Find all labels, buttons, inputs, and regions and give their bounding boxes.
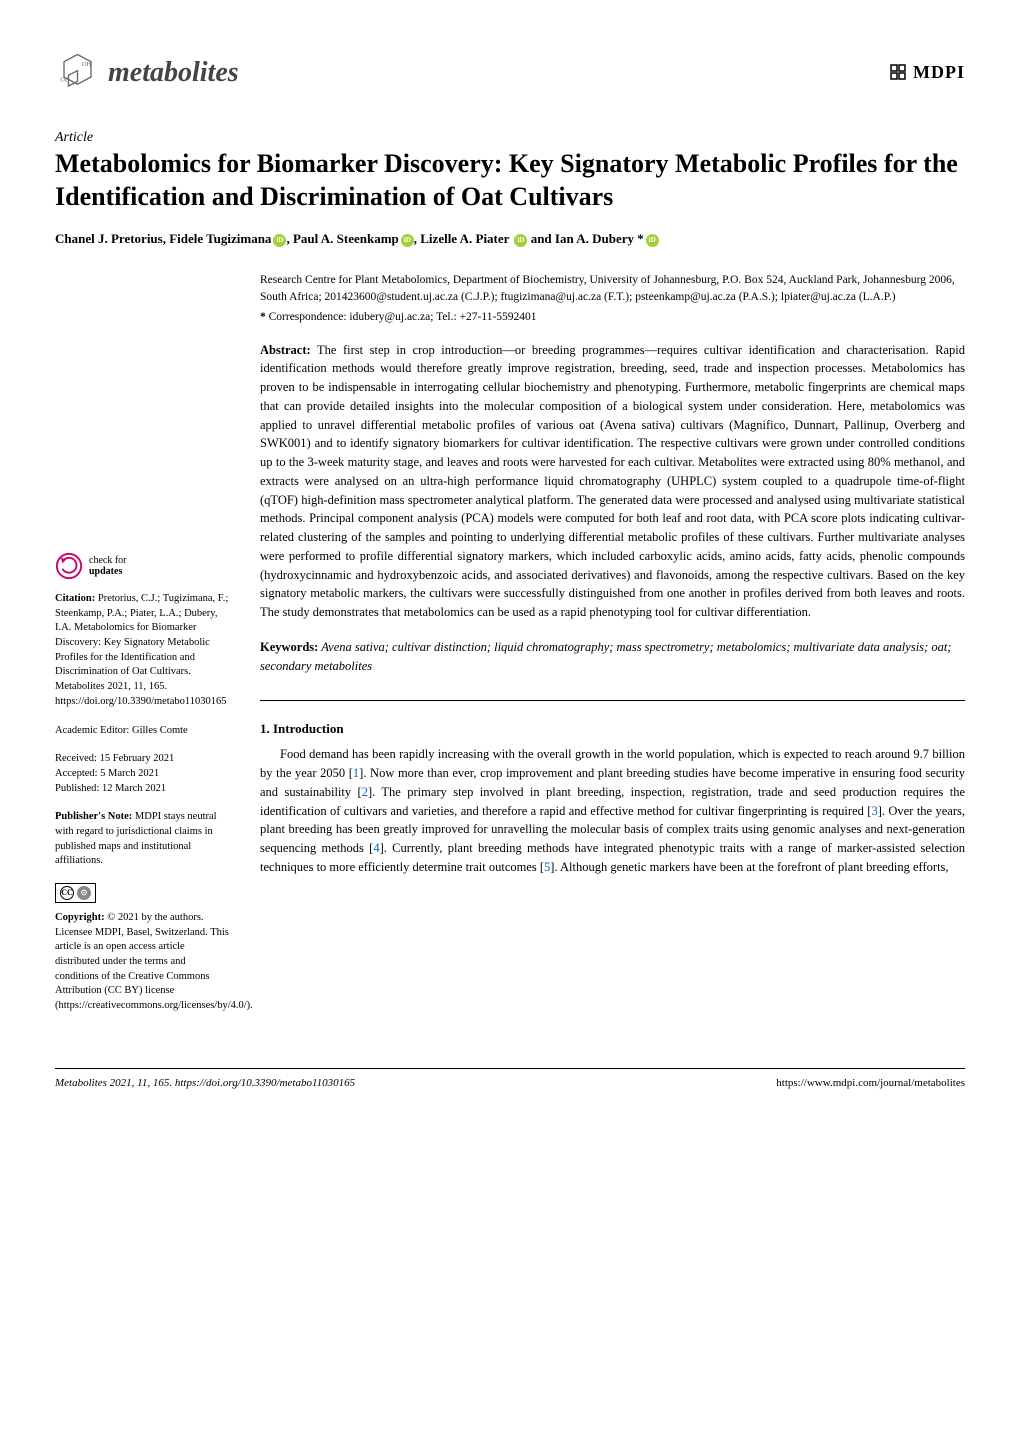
orcid-icon bbox=[401, 234, 414, 247]
dates-block: Received: 15 February 2021 Accepted: 5 M… bbox=[55, 752, 230, 796]
page-footer: Metabolites 2021, 11, 165. https://doi.o… bbox=[55, 1068, 965, 1089]
accepted-date: Accepted: 5 March 2021 bbox=[55, 767, 230, 782]
svg-text:OH: OH bbox=[60, 77, 70, 84]
copyright-text: © 2021 by the authors. Licensee MDPI, Ba… bbox=[55, 912, 253, 1011]
page-header: OH OH metabolites MDPI bbox=[55, 50, 965, 95]
author-5: and Ian A. Dubery * bbox=[527, 231, 643, 246]
correspondence-asterisk: * bbox=[260, 311, 266, 323]
received-date: Received: 15 February 2021 bbox=[55, 752, 230, 767]
authors-line: Chanel J. Pretorius, Fidele Tugizimana , … bbox=[55, 231, 965, 247]
sidebar: check for updates Citation: Pretorius, C… bbox=[55, 272, 230, 1028]
publishers-note-block: Publisher's Note: MDPI stays neutral wit… bbox=[55, 810, 230, 869]
correspondence-text: Correspondence: idubery@uj.ac.za; Tel.: … bbox=[269, 311, 537, 323]
orcid-icon bbox=[646, 234, 659, 247]
copyright-block: Copyright: © 2021 by the authors. Licens… bbox=[55, 911, 230, 1014]
check-updates-badge[interactable]: check for updates bbox=[55, 552, 230, 580]
article-type: Article bbox=[55, 130, 965, 146]
footer-right[interactable]: https://www.mdpi.com/journal/metabolites bbox=[776, 1077, 965, 1089]
citation-label: Citation: bbox=[55, 593, 95, 604]
section-1-heading: 1. Introduction bbox=[260, 721, 965, 737]
author-1-2: Chanel J. Pretorius, Fidele Tugizimana bbox=[55, 231, 271, 246]
mdpi-icon bbox=[889, 63, 909, 83]
journal-logo: OH OH metabolites bbox=[55, 50, 239, 95]
abstract-label: Abstract: bbox=[260, 343, 311, 357]
orcid-icon bbox=[273, 234, 286, 247]
intro-paragraph: Food demand has been rapidly increasing … bbox=[260, 745, 965, 876]
check-updates-icon bbox=[55, 552, 83, 580]
copyright-label: Copyright: bbox=[55, 912, 105, 923]
keywords-block: Keywords: Avena sativa; cultivar distinc… bbox=[260, 638, 965, 676]
editor-label: Academic Editor: bbox=[55, 725, 129, 736]
keywords-label: Keywords: bbox=[260, 640, 318, 654]
molecule-icon: OH OH bbox=[55, 50, 100, 95]
footer-left: Metabolites 2021, 11, 165. https://doi.o… bbox=[55, 1077, 355, 1089]
mdpi-logo: MDPI bbox=[889, 62, 965, 83]
main-content: Research Centre for Plant Metabolomics, … bbox=[260, 272, 965, 1028]
cc-icon: CC bbox=[60, 886, 74, 900]
article-title: Metabolomics for Biomarker Discovery: Ke… bbox=[55, 148, 965, 213]
citation-block: Citation: Pretorius, C.J.; Tugizimana, F… bbox=[55, 592, 230, 710]
correspondence: * Correspondence: idubery@uj.ac.za; Tel.… bbox=[260, 311, 965, 323]
cc-license-badge: CC ⊙ bbox=[55, 883, 230, 903]
editor-name: Gilles Comte bbox=[129, 725, 187, 736]
abstract-block: Abstract: The first step in crop introdu… bbox=[260, 341, 965, 622]
svg-text:OH: OH bbox=[82, 61, 92, 68]
keywords-text: Avena sativa; cultivar distinction; liqu… bbox=[260, 640, 951, 673]
mdpi-text: MDPI bbox=[913, 62, 965, 83]
orcid-icon bbox=[514, 234, 527, 247]
author-4: , Lizelle A. Piater bbox=[414, 231, 509, 246]
citation-text: Pretorius, C.J.; Tugizimana, F.; Steenka… bbox=[55, 593, 228, 707]
affiliation: Research Centre for Plant Metabolomics, … bbox=[260, 272, 965, 307]
journal-name: metabolites bbox=[108, 57, 239, 89]
two-column-layout: check for updates Citation: Pretorius, C… bbox=[55, 272, 965, 1028]
abstract-text: The first step in crop introduction—or b… bbox=[260, 343, 965, 620]
section-divider bbox=[260, 700, 965, 701]
publishers-note-label: Publisher's Note: bbox=[55, 811, 132, 822]
editor-row: Academic Editor: Gilles Comte bbox=[55, 724, 230, 739]
check-updates-text: check for updates bbox=[89, 555, 126, 577]
by-icon: ⊙ bbox=[77, 886, 91, 900]
published-date: Published: 12 March 2021 bbox=[55, 782, 230, 797]
author-3: , Paul A. Steenkamp bbox=[286, 231, 398, 246]
